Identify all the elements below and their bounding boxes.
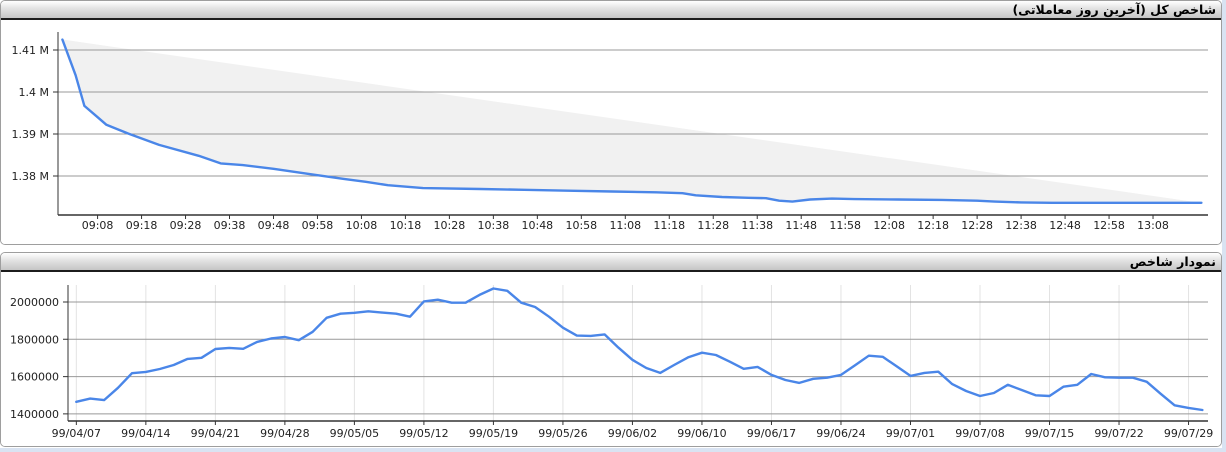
- x-tick-label: 11:18: [653, 219, 685, 232]
- x-tick-label: 99/04/07: [52, 427, 101, 440]
- x-tick-label: 99/04/28: [260, 427, 309, 440]
- x-tick-label: 99/05/05: [330, 427, 379, 440]
- x-tick-label: 99/05/19: [469, 427, 518, 440]
- x-tick-label: 99/07/08: [955, 427, 1004, 440]
- page-background-bottom: [0, 448, 1226, 452]
- x-tick-label: 99/04/14: [121, 427, 170, 440]
- y-tick-label: 1.38 M: [12, 170, 49, 183]
- x-tick-label: 99/04/21: [191, 427, 240, 440]
- page-background-right: [1222, 0, 1226, 452]
- history-chart-area: 99/04/07 99/04/14 99/04/21 99/04/28 99/05/05…: [1, 272, 1221, 446]
- y-tick-label: 1.39 M: [12, 128, 49, 141]
- x-tick-label: 09:28: [170, 219, 202, 232]
- x-tick-label: 10:58: [565, 219, 597, 232]
- index-history-chart[interactable]: 99/04/07 99/04/14 99/04/21 99/04/28 99/05/05…: [1, 272, 1221, 446]
- x-tick-label: 12:28: [961, 219, 993, 232]
- x-tick-label: 09:18: [126, 219, 158, 232]
- x-tick-label: 12:08: [873, 219, 905, 232]
- x-tick-label: 10:08: [346, 219, 378, 232]
- x-tick-label: 99/07/15: [1025, 427, 1074, 440]
- index-line-series: [61, 38, 1203, 205]
- x-tick-label: 99/07/29: [1164, 427, 1213, 440]
- x-tick-label: 99/06/10: [677, 427, 726, 440]
- range-band: [62, 39, 1202, 203]
- history-panel-title: نمودار شاخص: [1129, 254, 1216, 269]
- x-tick-label: 11:48: [785, 219, 817, 232]
- x-tick-label: 99/07/22: [1094, 427, 1143, 440]
- x-tick-label: 99/05/26: [538, 427, 587, 440]
- x-tick-label: 12:58: [1093, 219, 1125, 232]
- index-history-panel: نمودار شاخص 99/04/07 99/04/14 99/04/21 99/0…: [0, 252, 1222, 447]
- intraday-index-chart[interactable]: 09:08 09:18 09:28 09:38 09:48 09:58 10:08 10:18…: [1, 20, 1221, 244]
- x-tick-label: 10:28: [434, 219, 466, 232]
- x-tick-label: 11:08: [609, 219, 641, 232]
- x-tick-label: 11:28: [697, 219, 729, 232]
- x-tick-label: 12:48: [1049, 219, 1081, 232]
- x-tick-label: 11:58: [829, 219, 861, 232]
- x-tick-label: 99/06/17: [747, 427, 796, 440]
- x-tick-label: 10:48: [521, 219, 553, 232]
- intraday-panel-header: شاخص کل (آخرین روز معاملاتی): [1, 1, 1221, 20]
- x-tick-label: 09:38: [214, 219, 246, 232]
- index-line-series: [75, 287, 1204, 412]
- x-tick-label: 10:38: [478, 219, 510, 232]
- intraday-chart-area: 09:08 09:18 09:28 09:38 09:48 09:58 10:08 10:18…: [1, 20, 1221, 244]
- y-tick-label: 1.41 M: [12, 44, 49, 57]
- x-tick-label: 99/07/01: [886, 427, 935, 440]
- intraday-index-panel: شاخص کل (آخرین روز معاملاتی) 09:08 09:18 0…: [0, 0, 1222, 245]
- x-tick-label: 99/06/02: [608, 427, 657, 440]
- x-tick-label: 99/06/24: [816, 427, 865, 440]
- y-tick-label: 1400000: [10, 408, 59, 421]
- intraday-panel-title: شاخص کل (آخرین روز معاملاتی): [1012, 2, 1216, 17]
- y-tick-label: 2000000: [10, 296, 59, 309]
- y-tick-label: 1600000: [10, 371, 59, 384]
- x-tick-label: 10:18: [390, 219, 422, 232]
- x-tick-label: 09:48: [258, 219, 290, 232]
- x-tick-label: 09:58: [302, 219, 334, 232]
- y-tick-label: 1800000: [10, 333, 59, 346]
- x-tick-label: 13:08: [1137, 219, 1169, 232]
- x-tick-label: 09:08: [82, 219, 114, 232]
- y-tick-label: 1.4 M: [19, 86, 49, 99]
- x-tick-label: 12:38: [1005, 219, 1037, 232]
- x-tick-label: 12:18: [917, 219, 949, 232]
- x-tick-label: 99/05/12: [399, 427, 448, 440]
- x-tick-label: 11:38: [741, 219, 773, 232]
- history-panel-header: نمودار شاخص: [1, 253, 1221, 272]
